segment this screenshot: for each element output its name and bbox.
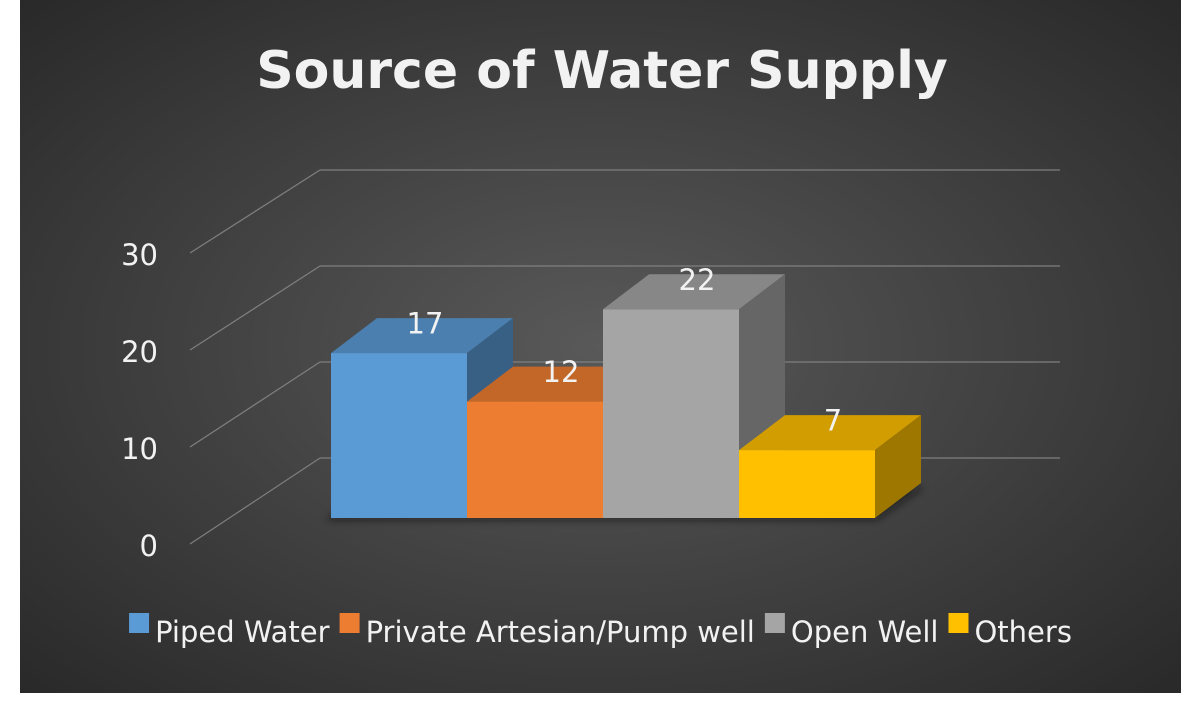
y-tick-label: 20 — [121, 335, 158, 369]
legend-item: Private Artesian/Pump well — [339, 613, 755, 649]
bars — [331, 274, 921, 518]
data-label: 12 — [543, 355, 580, 389]
data-label: 7 — [824, 404, 842, 438]
bar-top-face — [603, 274, 785, 310]
bar-top-face — [331, 318, 513, 354]
gridline-diagonal — [189, 361, 321, 448]
y-tick-label: 30 — [121, 238, 158, 272]
legend-swatch — [764, 613, 785, 633]
legend-label: Open Well — [791, 615, 939, 649]
bar-3 — [603, 274, 785, 518]
legend-item: Piped Water — [129, 613, 330, 649]
gridline-diagonal — [189, 169, 321, 254]
data-label: 17 — [407, 307, 444, 341]
legend: Piped Water Private Artesian/Pump well Ope… — [129, 613, 1072, 649]
bar-front-face — [467, 401, 603, 518]
legend-label: Others — [974, 615, 1071, 649]
legend-item: Others — [948, 613, 1072, 649]
bar-front-face — [331, 353, 467, 518]
bar-front-face — [739, 450, 875, 518]
legend-swatch — [339, 613, 360, 633]
legend-label: Piped Water — [155, 615, 330, 649]
chart-background — [20, 0, 1181, 693]
legend-swatch — [129, 613, 150, 633]
y-tick-label: 10 — [121, 432, 158, 466]
y-tick-label: 0 — [140, 529, 158, 563]
legend-item: Open Well — [764, 613, 939, 649]
bar-front-face — [603, 309, 739, 518]
legend-swatch — [948, 613, 969, 633]
bar-4 — [739, 415, 921, 518]
chart-title: Source of Water Supply — [256, 41, 948, 101]
bar-side-face — [875, 415, 921, 518]
data-label: 22 — [679, 263, 716, 297]
bar-top-face — [739, 415, 921, 451]
legend-label: Private Artesian/Pump well — [366, 615, 755, 649]
gridline-diagonal — [189, 457, 321, 545]
data-labels: 17 12 22 7 — [407, 263, 843, 438]
gridline-diagonal — [189, 265, 321, 351]
y-axis-ticks: 0 10 20 30 — [121, 238, 158, 563]
